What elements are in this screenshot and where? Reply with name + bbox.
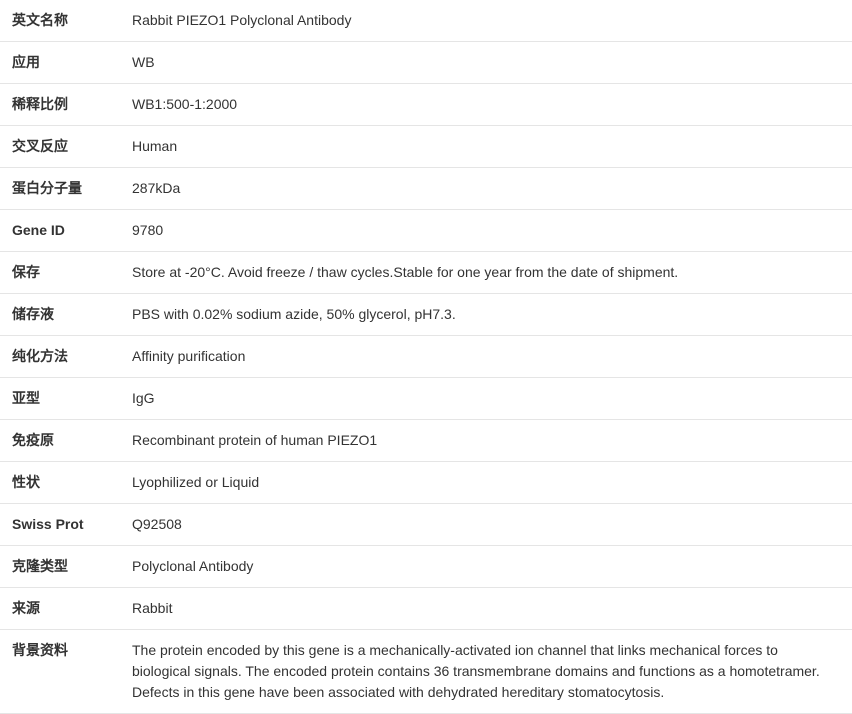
table-row: Gene ID 9780 xyxy=(0,210,852,252)
row-label: 来源 xyxy=(0,588,120,630)
row-label: Gene ID xyxy=(0,210,120,252)
row-label: 克隆类型 xyxy=(0,546,120,588)
table-row: 来源 Rabbit xyxy=(0,588,852,630)
row-value: Q92508 xyxy=(120,504,852,546)
table-row: 储存液 PBS with 0.02% sodium azide, 50% gly… xyxy=(0,294,852,336)
row-value: Recombinant protein of human PIEZO1 xyxy=(120,420,852,462)
row-label: 应用 xyxy=(0,42,120,84)
table-row: 免疫原 Recombinant protein of human PIEZO1 xyxy=(0,420,852,462)
row-value: Rabbit xyxy=(120,588,852,630)
row-value: Store at -20°C. Avoid freeze / thaw cycl… xyxy=(120,252,852,294)
table-row: Swiss Prot Q92508 xyxy=(0,504,852,546)
table-row: 性状 Lyophilized or Liquid xyxy=(0,462,852,504)
table-row: 保存 Store at -20°C. Avoid freeze / thaw c… xyxy=(0,252,852,294)
spec-table-body: 英文名称 Rabbit PIEZO1 Polyclonal Antibody 应… xyxy=(0,0,852,714)
row-value: IgG xyxy=(120,378,852,420)
row-label: 英文名称 xyxy=(0,0,120,42)
row-label: 亚型 xyxy=(0,378,120,420)
table-row: 应用 WB xyxy=(0,42,852,84)
row-label: 保存 xyxy=(0,252,120,294)
row-label: 交叉反应 xyxy=(0,126,120,168)
row-label: Swiss Prot xyxy=(0,504,120,546)
row-value: PBS with 0.02% sodium azide, 50% glycero… xyxy=(120,294,852,336)
row-value: Rabbit PIEZO1 Polyclonal Antibody xyxy=(120,0,852,42)
row-value: WB xyxy=(120,42,852,84)
row-label: 背景资料 xyxy=(0,630,120,714)
row-value: 9780 xyxy=(120,210,852,252)
table-row: 蛋白分子量 287kDa xyxy=(0,168,852,210)
row-label: 免疫原 xyxy=(0,420,120,462)
table-row: 交叉反应 Human xyxy=(0,126,852,168)
row-value: Polyclonal Antibody xyxy=(120,546,852,588)
row-value: The protein encoded by this gene is a me… xyxy=(120,630,852,714)
row-label: 性状 xyxy=(0,462,120,504)
row-label: 稀释比例 xyxy=(0,84,120,126)
table-row: 亚型 IgG xyxy=(0,378,852,420)
row-value: Human xyxy=(120,126,852,168)
row-value: Lyophilized or Liquid xyxy=(120,462,852,504)
specification-table: 英文名称 Rabbit PIEZO1 Polyclonal Antibody 应… xyxy=(0,0,852,714)
row-value: Affinity purification xyxy=(120,336,852,378)
table-row: 英文名称 Rabbit PIEZO1 Polyclonal Antibody xyxy=(0,0,852,42)
row-label: 储存液 xyxy=(0,294,120,336)
table-row: 背景资料 The protein encoded by this gene is… xyxy=(0,630,852,714)
row-value: WB1:500-1:2000 xyxy=(120,84,852,126)
row-label: 纯化方法 xyxy=(0,336,120,378)
table-row: 稀释比例 WB1:500-1:2000 xyxy=(0,84,852,126)
table-row: 纯化方法 Affinity purification xyxy=(0,336,852,378)
table-row: 克隆类型 Polyclonal Antibody xyxy=(0,546,852,588)
row-label: 蛋白分子量 xyxy=(0,168,120,210)
row-value: 287kDa xyxy=(120,168,852,210)
